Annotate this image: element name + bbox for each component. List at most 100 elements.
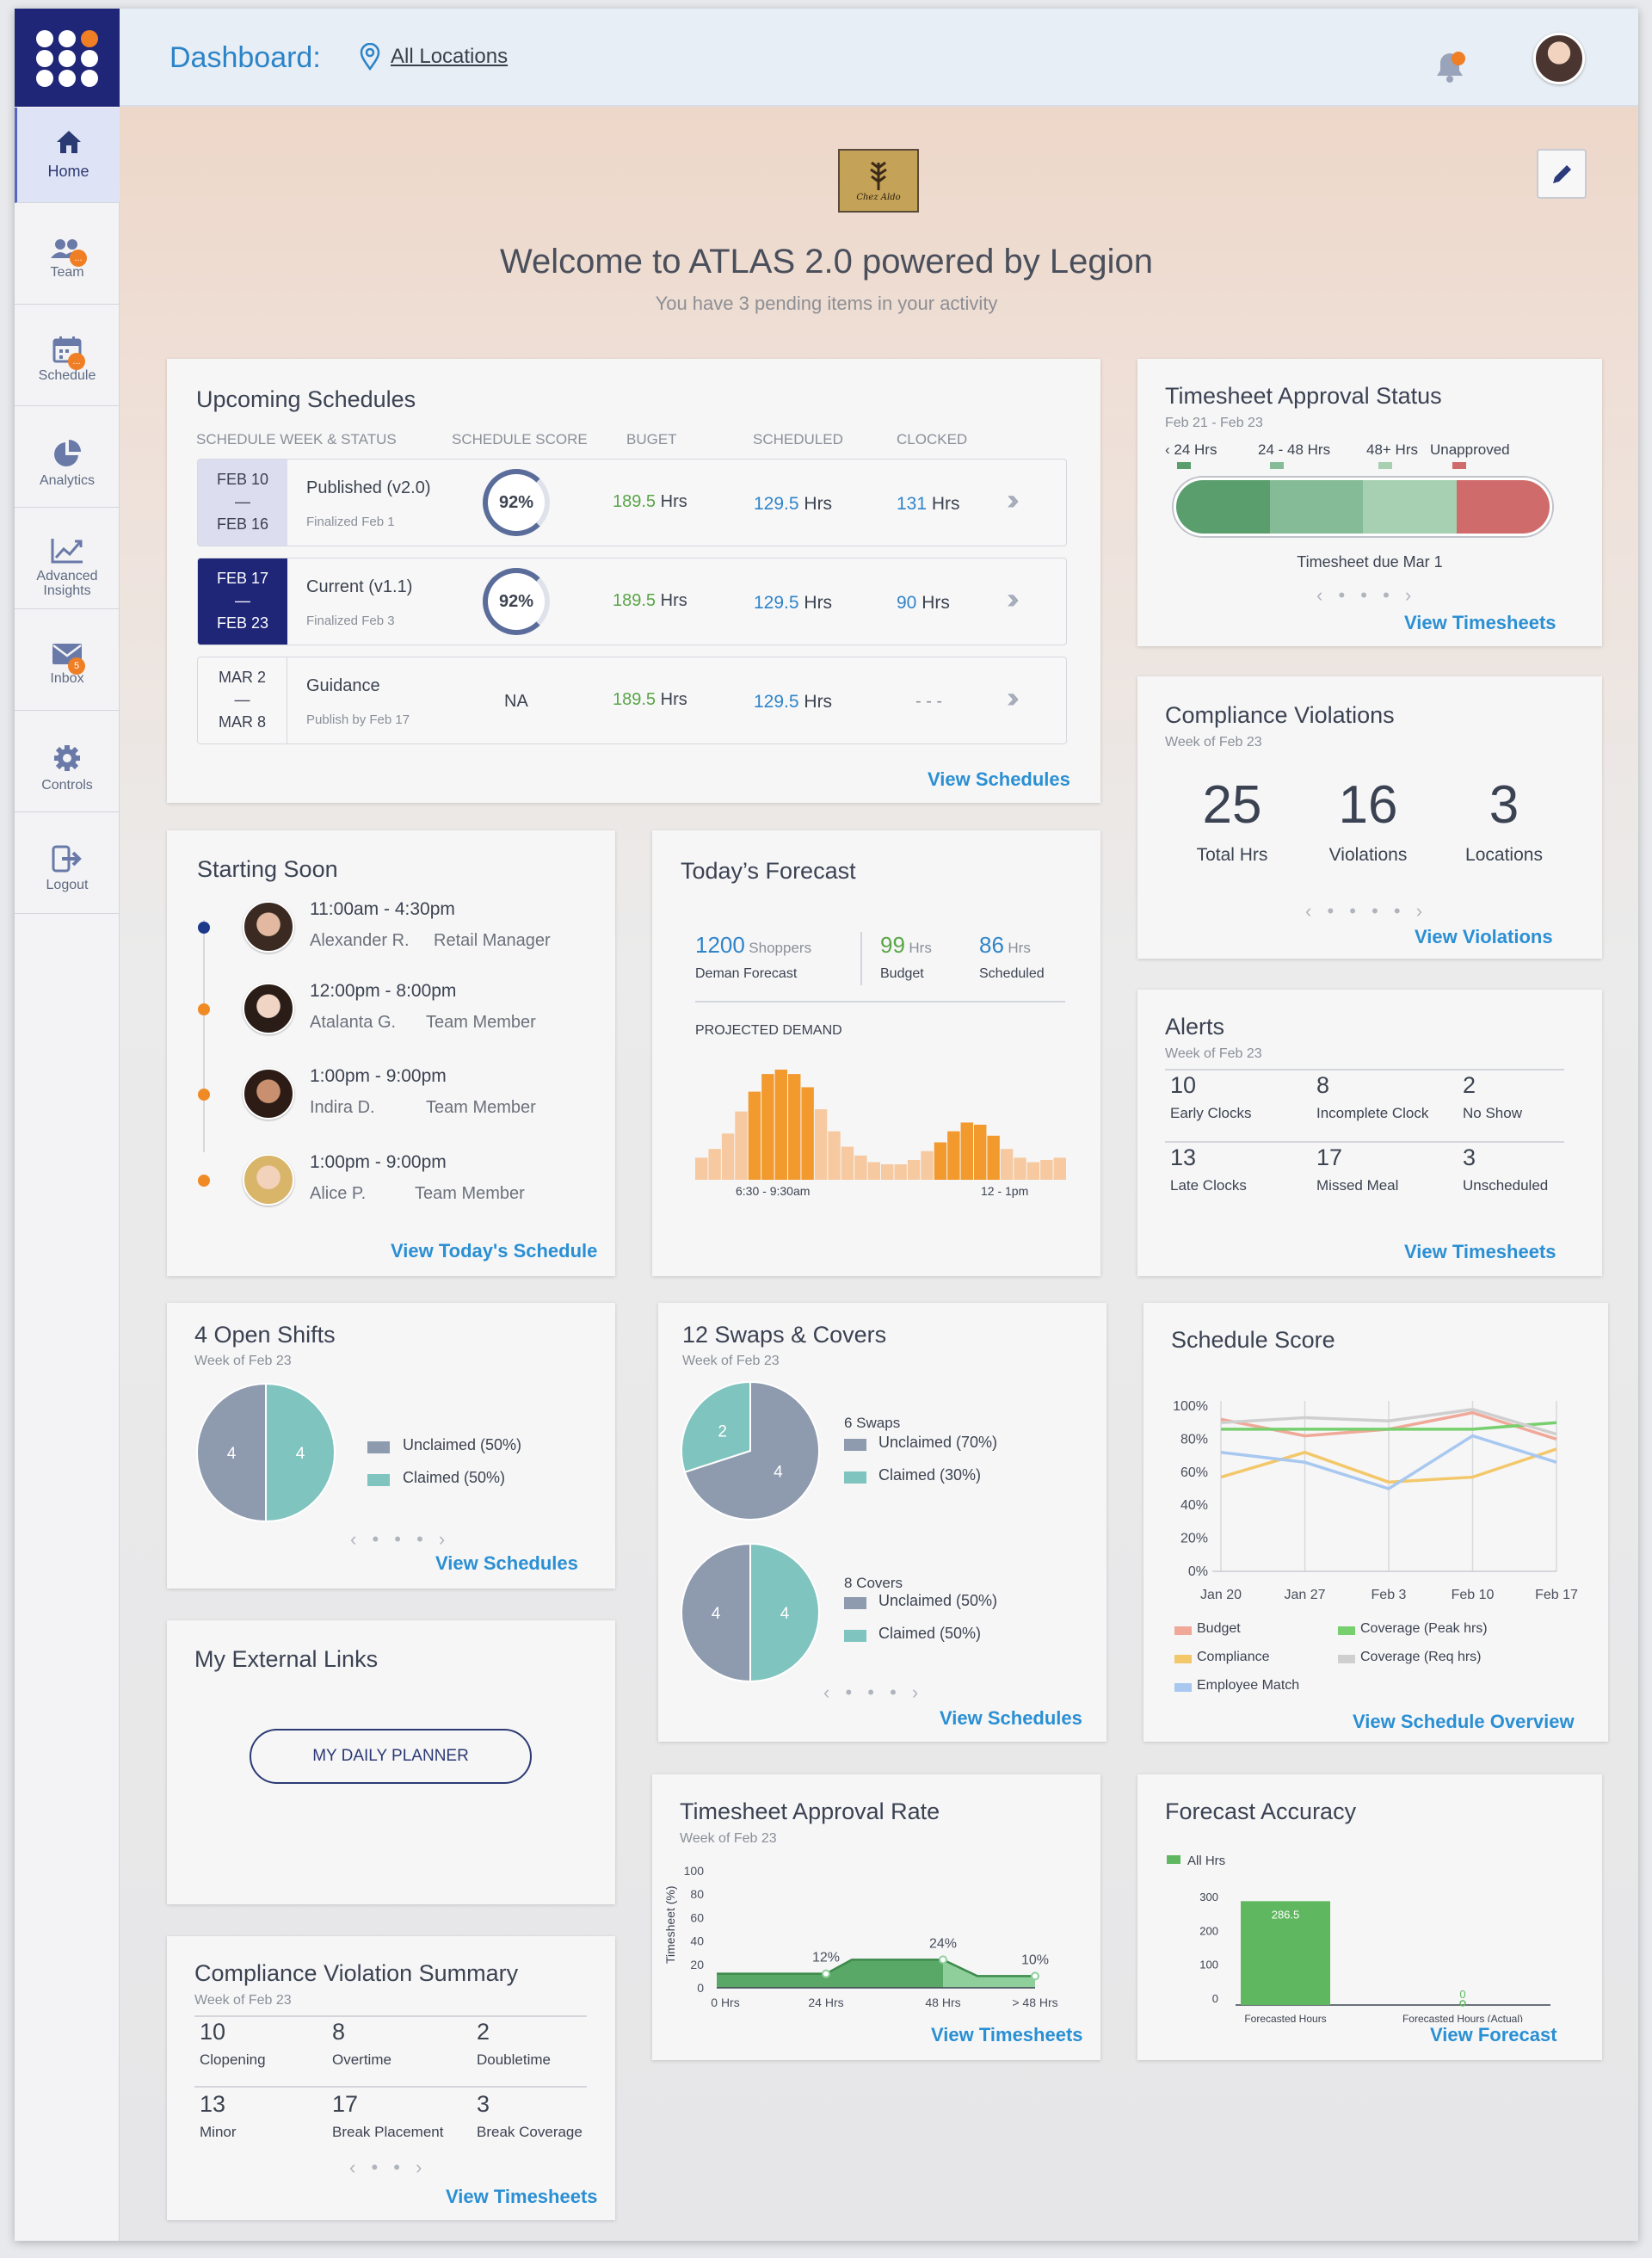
demand-bar bbox=[721, 1133, 735, 1180]
demand-bar bbox=[907, 1159, 921, 1180]
stat-value: 16 bbox=[1338, 775, 1398, 835]
y-tick-label: 20 bbox=[690, 1958, 704, 1971]
schedule-row[interactable]: FEB 10— FEB 16 Published (v2.0) Finalized… bbox=[197, 459, 1067, 546]
bell-icon[interactable] bbox=[1433, 48, 1466, 84]
view-violations-link[interactable]: View Violations bbox=[1415, 926, 1553, 947]
legend-swatch bbox=[844, 1597, 866, 1609]
pagination[interactable]: ‹ • • • › bbox=[823, 1681, 924, 1703]
demand-bar bbox=[1040, 1159, 1053, 1180]
pagination[interactable]: ‹ • • • › bbox=[350, 1528, 451, 1550]
week-dates: MAR 2— MAR 8 bbox=[198, 657, 287, 743]
view-timesheets-link[interactable]: View Timesheets bbox=[1404, 1241, 1556, 1262]
legend-label: All Hrs bbox=[1187, 1854, 1225, 1868]
view-schedules-link[interactable]: View Schedules bbox=[940, 1707, 1082, 1729]
sidebar-item-home[interactable]: Home bbox=[15, 108, 120, 203]
chevron-right-icon[interactable]: ›› bbox=[1007, 484, 1019, 516]
pagination[interactable]: ‹ • • › bbox=[349, 2156, 428, 2178]
sidebar-item-logout[interactable]: Logout bbox=[15, 812, 120, 914]
alert-value: 10 bbox=[1170, 1072, 1197, 1098]
divider bbox=[1165, 1141, 1564, 1143]
view-timesheets-link[interactable]: View Timesheets bbox=[446, 2186, 598, 2207]
view-forecast-link[interactable]: View Forecast bbox=[1430, 2024, 1557, 2045]
demand-bar bbox=[1026, 1162, 1040, 1180]
demand-bar bbox=[854, 1155, 867, 1180]
sidebar-item-controls[interactable]: Controls bbox=[15, 711, 120, 812]
demand-bar bbox=[974, 1125, 987, 1180]
demand-bar bbox=[788, 1074, 801, 1180]
schedule-substatus: Publish by Feb 17 bbox=[306, 713, 410, 727]
column-header: SCHEDULED bbox=[753, 431, 843, 447]
home-icon bbox=[56, 131, 81, 153]
card-title: 4 Open Shifts bbox=[194, 1322, 336, 1348]
y-tick-label: 0% bbox=[1188, 1564, 1208, 1579]
demand-bar bbox=[841, 1146, 854, 1180]
pie-slice bbox=[681, 1380, 751, 1473]
legend-swatch bbox=[844, 1471, 866, 1484]
legend-swatch bbox=[1378, 462, 1392, 469]
y-tick-label: 80 bbox=[690, 1887, 704, 1901]
column-header: SCHEDULE WEEK & STATUS bbox=[196, 431, 397, 447]
demand-bar bbox=[960, 1122, 973, 1180]
series-line bbox=[1220, 1434, 1557, 1490]
sidebar-item-advanced-insights[interactable]: Advanced Insights bbox=[15, 508, 120, 609]
schedule-substatus: Finalized Feb 1 bbox=[306, 515, 395, 529]
schedule-row[interactable]: MAR 2— MAR 8 Guidance Publish by Feb 17 N… bbox=[197, 657, 1067, 744]
demand-bar bbox=[1014, 1157, 1026, 1180]
my-daily-planner-button[interactable]: MY DAILY PLANNER bbox=[250, 1729, 532, 1784]
x-tick-label: Feb 10 bbox=[1452, 1588, 1495, 1602]
chevron-right-icon[interactable]: ›› bbox=[1007, 682, 1019, 714]
x-tick-label: Feb 3 bbox=[1372, 1588, 1407, 1602]
alert-value: 3 bbox=[1463, 1144, 1476, 1170]
pie-slice bbox=[681, 1542, 751, 1683]
view-todays-schedule-link[interactable]: View Today's Schedule bbox=[391, 1240, 598, 1262]
demand-bar bbox=[774, 1070, 787, 1180]
schedule-substatus: Finalized Feb 3 bbox=[306, 614, 395, 628]
y-tick-label: 60 bbox=[690, 1910, 704, 1924]
pie-slice bbox=[265, 1382, 336, 1523]
sidebar-item-analytics[interactable]: Analytics bbox=[15, 406, 120, 508]
violation-label: Doubletime bbox=[477, 2051, 551, 2068]
sidebar-item-inbox[interactable]: 5 Inbox bbox=[15, 609, 120, 711]
pagination[interactable]: ‹ • • • • › bbox=[1305, 900, 1428, 922]
starting-soon-card: Starting Soon View Today's Schedule 11:0… bbox=[167, 830, 615, 1276]
demand-bar bbox=[828, 1131, 841, 1180]
demand-bar bbox=[894, 1164, 907, 1180]
y-tick-label: 40 bbox=[690, 1934, 704, 1948]
view-schedule-overview-link[interactable]: View Schedule Overview bbox=[1353, 1711, 1575, 1732]
app-window: Home ... Team ... Schedule Analytics Adv… bbox=[15, 9, 1638, 2241]
edit-button[interactable] bbox=[1537, 149, 1587, 199]
x-tick-label: 0 Hrs bbox=[711, 1996, 739, 2009]
shift-time: 12:00pm - 8:00pm bbox=[310, 981, 457, 1001]
view-schedules-link[interactable]: View Schedules bbox=[435, 1552, 578, 1574]
schedule-score-line-chart: 0% 20% 40% 60% 80% 100% Jan 20 Jan 27 Feb 3 Feb 1… bbox=[1173, 1399, 1578, 1602]
timeline-dot bbox=[198, 1003, 210, 1015]
legend-label: Coverage (Peak hrs) bbox=[1360, 1621, 1488, 1636]
violation-value: 10 bbox=[200, 2019, 226, 2045]
app-logo[interactable] bbox=[15, 9, 120, 107]
legend-swatch bbox=[1177, 462, 1191, 469]
view-schedules-link[interactable]: View Schedules bbox=[928, 768, 1070, 790]
x-tick-label: > 48 Hrs bbox=[1012, 1996, 1057, 2009]
violation-label: Minor bbox=[200, 2124, 237, 2140]
legend-swatch bbox=[1338, 1655, 1355, 1663]
restaurant-logo: Chez Aldo bbox=[838, 149, 919, 213]
location-selector[interactable]: All Locations bbox=[391, 45, 509, 68]
violation-label: Overtime bbox=[332, 2051, 391, 2068]
schedule-row[interactable]: FEB 17— FEB 23 Current (v1.1) Finalized F… bbox=[197, 558, 1067, 645]
chevron-right-icon[interactable]: ›› bbox=[1007, 583, 1019, 615]
pagination[interactable]: ‹ • • • › bbox=[1316, 584, 1417, 606]
view-timesheets-link[interactable]: View Timesheets bbox=[1404, 612, 1556, 633]
timesheet-status-card: Timesheet Approval Status Feb 21 - Feb 2… bbox=[1137, 359, 1602, 646]
violation-label: Break Coverage bbox=[477, 2124, 583, 2140]
card-title: Today’s Forecast bbox=[681, 858, 856, 884]
sidebar-item-schedule[interactable]: ... Schedule bbox=[15, 305, 120, 406]
view-timesheets-link[interactable]: View Timesheets bbox=[931, 2024, 1083, 2045]
x-tick-label: Feb 17 bbox=[1535, 1588, 1578, 1602]
user-avatar[interactable] bbox=[1533, 33, 1585, 84]
sidebar-item-team[interactable]: ... Team bbox=[15, 203, 120, 305]
demand-bar bbox=[867, 1162, 880, 1180]
card-title: My External Links bbox=[194, 1646, 379, 1672]
y-tick-label: 0 bbox=[1212, 1992, 1218, 2005]
